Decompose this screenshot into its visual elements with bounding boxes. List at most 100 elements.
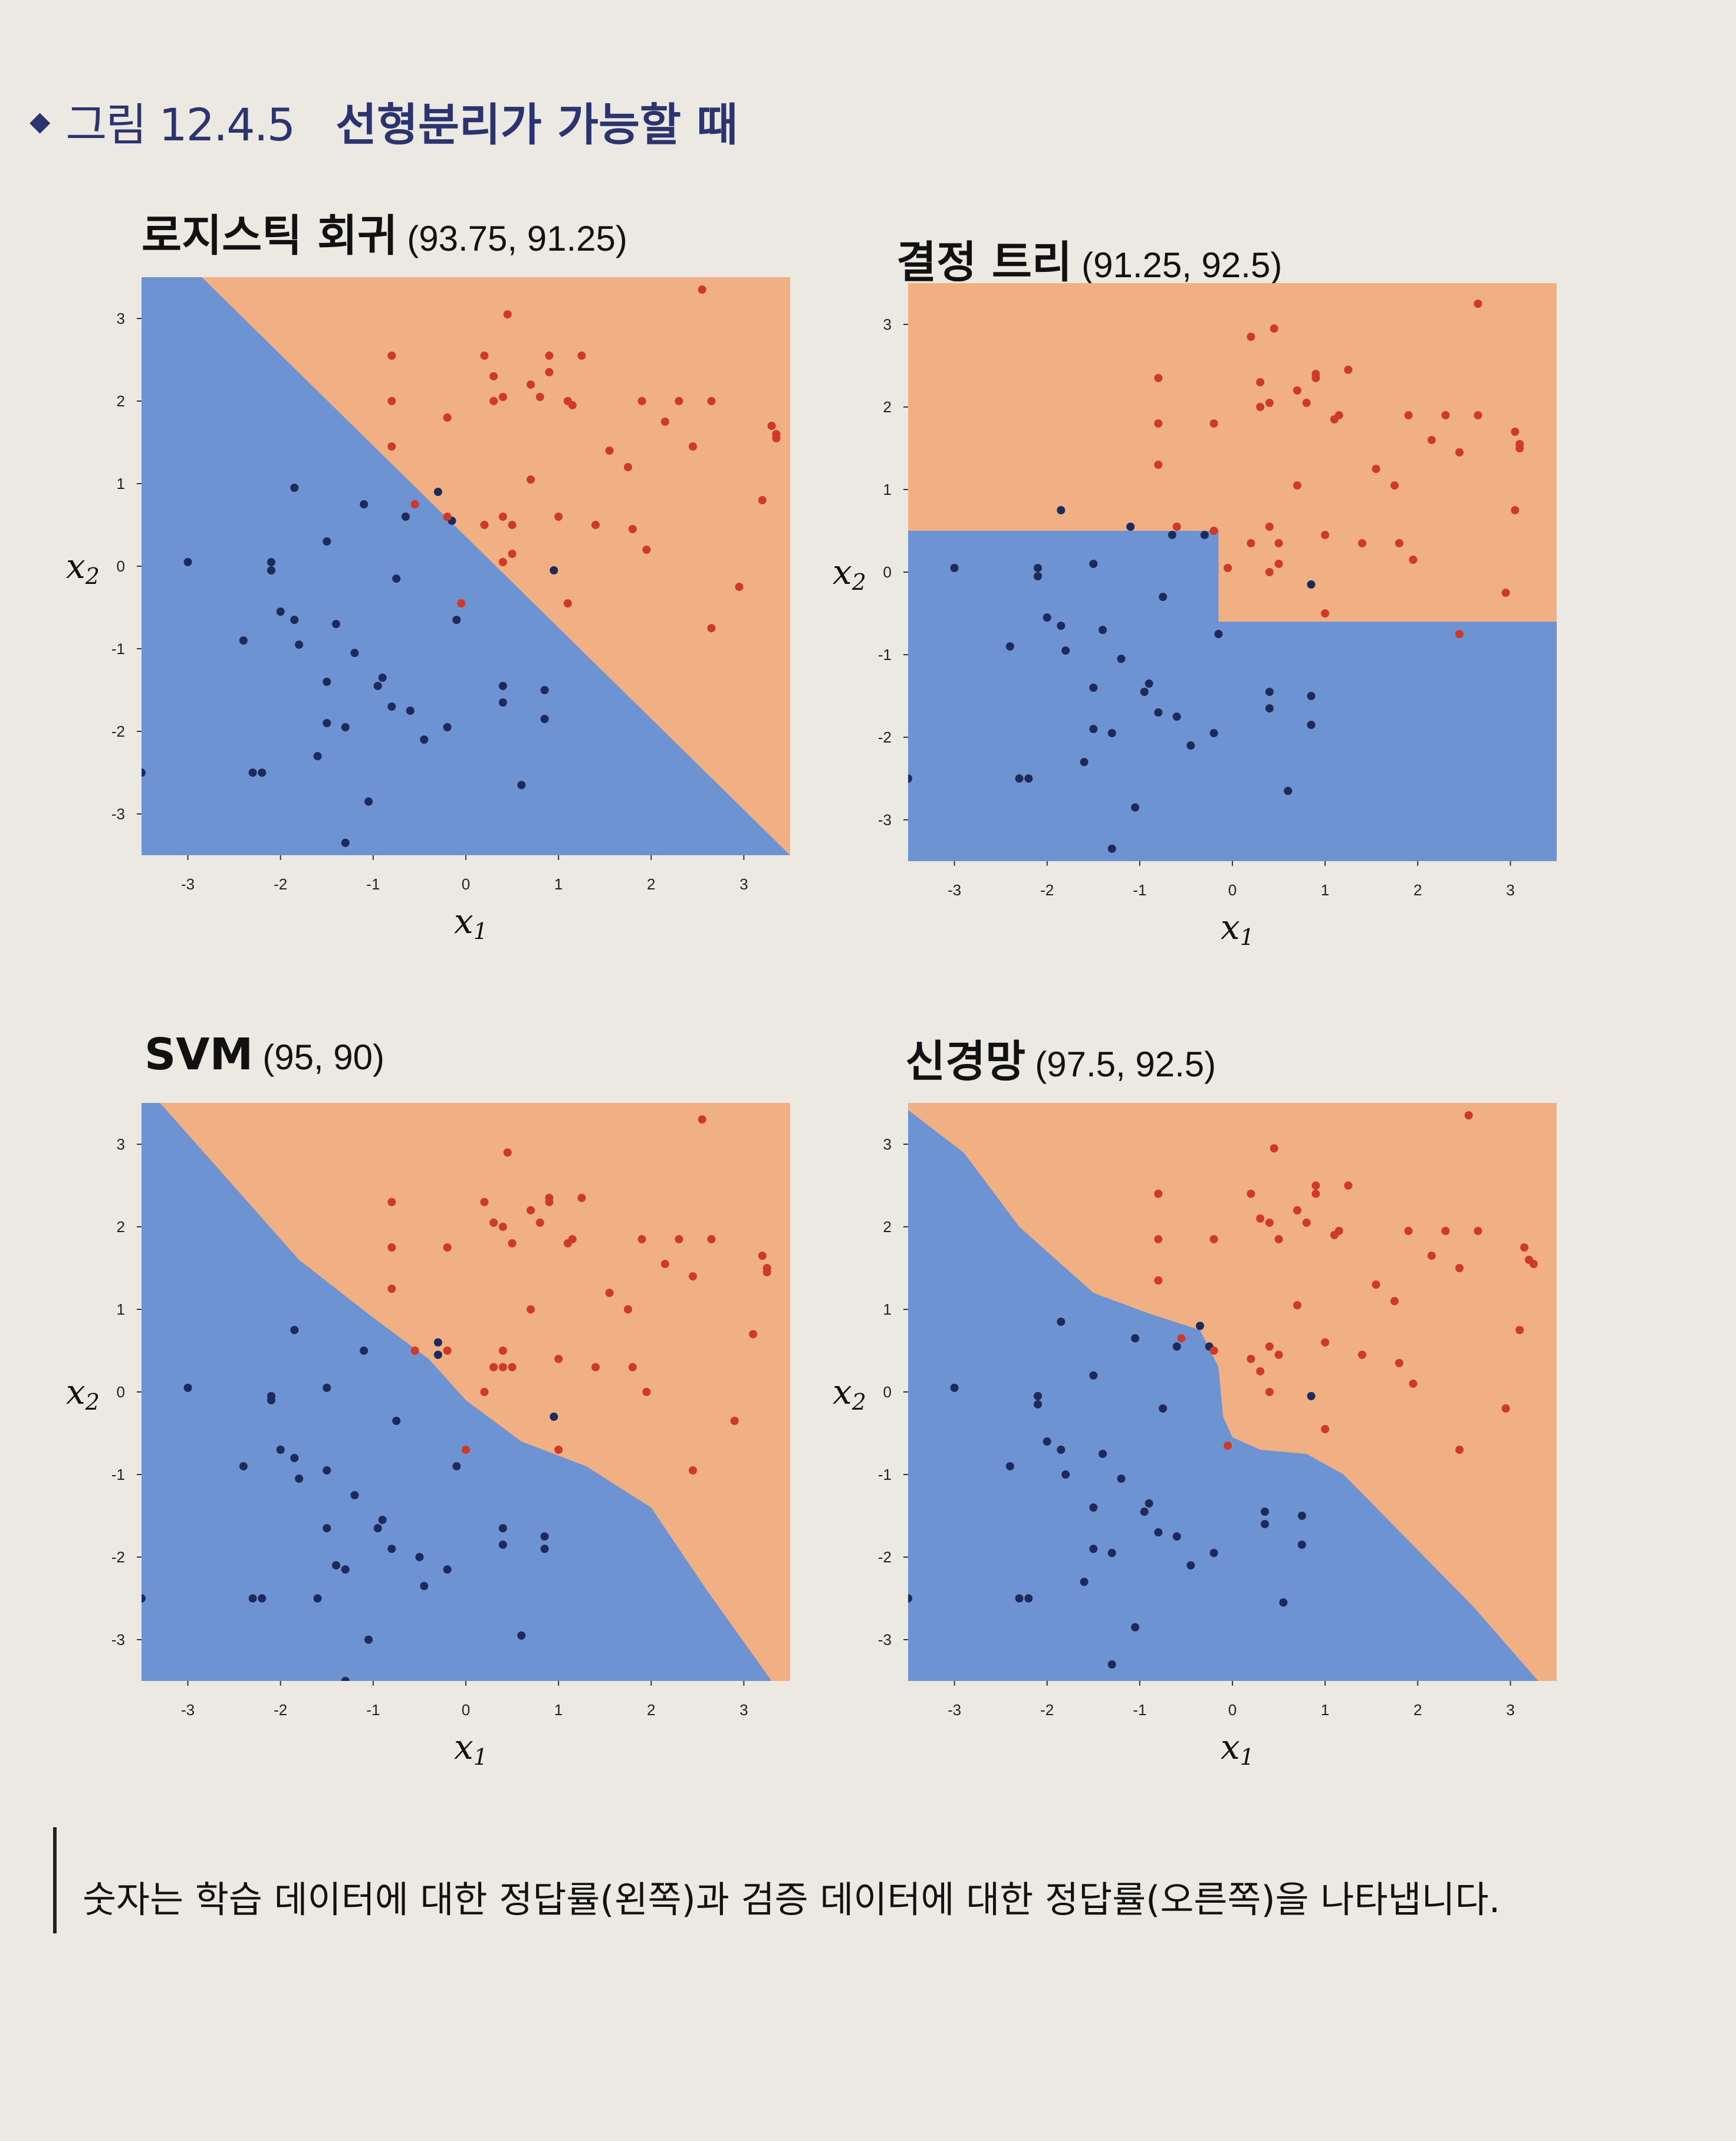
data-point <box>489 1219 498 1227</box>
data-point <box>1265 688 1274 696</box>
data-point <box>1358 539 1366 547</box>
data-point <box>498 1347 507 1355</box>
data-point <box>1334 1227 1343 1235</box>
x-tick-label: 0 <box>462 875 470 893</box>
data-point <box>1334 411 1343 419</box>
data-point <box>1200 531 1209 539</box>
data-point <box>1270 324 1278 333</box>
data-point <box>908 774 912 783</box>
data-point <box>540 686 549 694</box>
data-point <box>480 1388 489 1396</box>
data-point <box>443 1565 452 1574</box>
data-point <box>443 1243 452 1252</box>
data-point <box>1284 787 1293 795</box>
data-point <box>550 1413 558 1421</box>
data-point <box>1307 692 1316 700</box>
data-point <box>498 513 507 521</box>
y-tick-label: 3 <box>883 1135 892 1153</box>
data-point <box>387 1243 396 1252</box>
chart-logistic-regression: -3 -2 -1 0 1 2 3 3 2 1 0 -1 -2 -3 x1 x2 <box>66 277 790 944</box>
figure-title: 선형분리가 가능할 때 <box>336 98 738 151</box>
data-point <box>498 393 507 401</box>
x-tick-label: -3 <box>181 1701 195 1719</box>
x-tick-label: 3 <box>739 875 748 893</box>
data-point <box>1455 630 1464 638</box>
caption-bar <box>53 1827 57 1933</box>
series-class-0 <box>142 1326 558 1681</box>
data-point <box>1154 1276 1163 1285</box>
data-point <box>1441 1227 1450 1235</box>
data-point <box>1177 1334 1186 1342</box>
data-point <box>248 769 257 777</box>
y-tick-label: -3 <box>878 1631 892 1649</box>
data-point <box>406 707 415 715</box>
figure-number: 그림 12.4.5 <box>65 98 295 151</box>
data-point <box>1224 1441 1232 1450</box>
data-point <box>1061 1470 1070 1479</box>
panel-name: 로지스틱 회귀 <box>142 211 398 261</box>
data-point <box>183 558 192 566</box>
data-point <box>410 500 419 508</box>
data-point <box>698 1115 706 1124</box>
y-tick-label: -2 <box>878 728 892 746</box>
data-point <box>563 599 572 608</box>
data-point <box>605 1289 614 1297</box>
y-tick-label: -2 <box>878 1548 892 1566</box>
y-tick-label: 3 <box>117 310 125 327</box>
y-axis-label: x2 <box>66 1372 100 1415</box>
data-point <box>1270 1144 1278 1152</box>
data-point <box>387 1285 396 1293</box>
data-point <box>1209 1347 1218 1355</box>
data-point <box>689 1466 697 1475</box>
data-point <box>1256 378 1265 386</box>
data-point <box>591 1363 600 1371</box>
data-point <box>1520 1243 1528 1252</box>
data-point <box>1172 712 1181 721</box>
data-point <box>1409 556 1418 564</box>
data-point <box>462 1446 470 1454</box>
data-point <box>1274 560 1283 568</box>
data-point <box>637 1235 646 1243</box>
data-point <box>554 1355 563 1363</box>
y-tick-label: -3 <box>111 1631 125 1649</box>
data-point <box>387 397 396 405</box>
data-point <box>1154 1235 1163 1243</box>
data-point <box>1515 1326 1524 1334</box>
data-point <box>550 566 558 574</box>
data-point <box>758 496 767 504</box>
data-point <box>480 1198 489 1206</box>
data-point <box>1024 1594 1033 1603</box>
data-point <box>535 393 544 401</box>
data-point <box>443 513 452 521</box>
data-point <box>480 521 489 529</box>
panel-title-nn: 신경망 (97.5, 92.5) <box>905 1026 1216 1089</box>
data-point <box>239 636 248 645</box>
x-tick-label: -1 <box>366 875 380 893</box>
data-point <box>1256 403 1265 411</box>
y-tick-label: 2 <box>883 398 892 416</box>
y-tick-label: -1 <box>111 1466 125 1483</box>
data-point <box>1172 523 1181 531</box>
data-point <box>1441 411 1450 419</box>
data-point <box>950 564 959 572</box>
x-axis-label: x1 <box>1221 907 1254 950</box>
data-point <box>323 1524 331 1532</box>
data-point <box>675 1235 683 1243</box>
data-point <box>554 513 563 521</box>
y-tick-label: 0 <box>883 1383 892 1401</box>
data-point <box>735 583 744 591</box>
figure-label: ◆ 그림 12.4.5 선형분리가 가능할 때 <box>29 88 738 153</box>
data-point <box>1321 1338 1330 1347</box>
y-tick-label: -2 <box>111 723 125 740</box>
data-point <box>1511 428 1520 436</box>
data-point <box>1145 1499 1153 1508</box>
data-point <box>1057 1318 1066 1326</box>
data-point <box>1209 1549 1218 1557</box>
panel-score: (91.25, 92.5) <box>1081 245 1283 285</box>
data-point <box>1293 386 1301 395</box>
data-point <box>1390 1297 1399 1305</box>
data-point <box>1061 646 1070 655</box>
data-point <box>1140 1508 1149 1516</box>
data-point <box>1256 1367 1265 1375</box>
data-point <box>1247 1190 1255 1198</box>
